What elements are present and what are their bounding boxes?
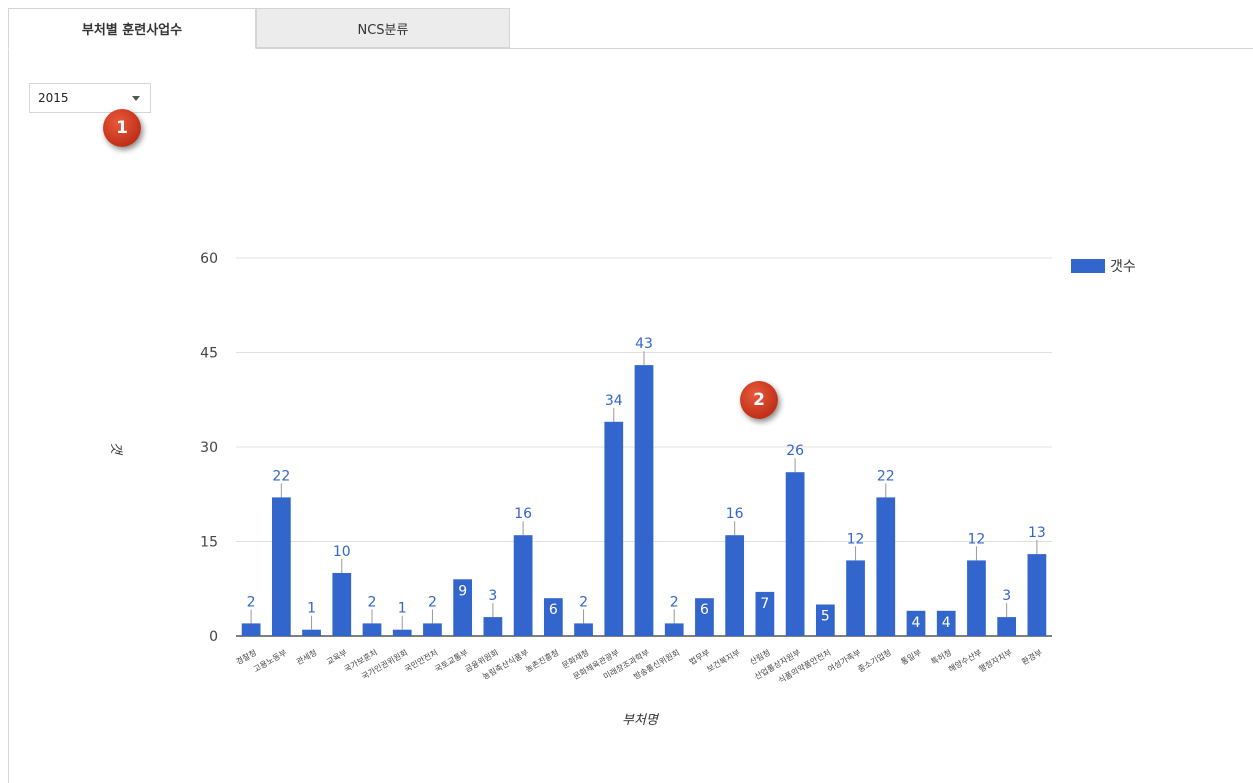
x-tick-label: 행정자치부 <box>977 647 1014 674</box>
bar <box>785 472 805 636</box>
y-tick-label: 60 <box>200 251 218 267</box>
x-tick-label: 여성가족부 <box>826 647 863 674</box>
bar-data-label: 16 <box>726 506 744 522</box>
bar <box>241 623 261 636</box>
bar <box>725 535 745 636</box>
y-tick-label: 15 <box>200 535 218 551</box>
bar <box>513 535 533 636</box>
bar <box>574 623 593 636</box>
bar-data-label: 10 <box>333 544 351 560</box>
bar <box>876 497 896 636</box>
bar-data-label: 2 <box>428 594 437 610</box>
x-tick-label: 관세청 <box>294 647 318 667</box>
bar-data-label: 22 <box>877 468 895 484</box>
bar <box>271 497 291 636</box>
bar <box>846 560 865 636</box>
legend-label: 갯수 <box>1110 259 1136 275</box>
bar <box>906 610 926 636</box>
bar <box>967 560 986 636</box>
y-axis-title: 갯 <box>108 442 123 456</box>
annotation-marker-2: 2 <box>740 381 778 419</box>
bar-data-label: 2 <box>670 594 679 610</box>
bar-data-label: 12 <box>847 531 865 547</box>
legend-swatch <box>1071 259 1105 273</box>
bar-data-label: 4 <box>942 615 951 631</box>
bar <box>997 617 1017 636</box>
x-tick-label: 농촌진흥청 <box>523 647 560 674</box>
bar-data-label: 2 <box>247 594 256 610</box>
x-tick-label: 국민안전처 <box>403 647 440 674</box>
bar <box>543 598 563 636</box>
bar <box>1027 554 1047 636</box>
y-tick-label: 45 <box>200 346 218 362</box>
annotation-marker-1: 1 <box>103 109 141 147</box>
bar-data-label: 1 <box>307 601 316 617</box>
year-select-value: 2015 <box>38 91 69 105</box>
bar <box>483 617 503 636</box>
x-tick-label: 고용노동부 <box>252 648 288 674</box>
bar-data-label: 1 <box>398 601 407 617</box>
tab-ministry-programs[interactable]: 부처별 훈련사업수 <box>8 8 256 49</box>
bar <box>302 629 321 636</box>
bar <box>634 365 654 636</box>
bar-data-label: 9 <box>458 583 467 599</box>
x-tick-label: 보건복지부 <box>705 647 742 674</box>
y-tick-label: 30 <box>200 440 218 456</box>
bar-data-label: 5 <box>821 609 830 625</box>
bar <box>423 623 442 636</box>
bar <box>755 591 775 636</box>
bar-data-label: 34 <box>605 393 623 409</box>
bar-data-label: 43 <box>635 336 653 352</box>
x-tick-label: 해양수산부 <box>947 647 984 674</box>
x-tick-label: 중소기업청 <box>856 648 892 674</box>
panel-frame <box>8 8 1253 783</box>
bar-data-label: 16 <box>514 506 532 522</box>
x-tick-label: 국토교통부 <box>433 648 469 674</box>
bar <box>936 610 956 636</box>
bar-data-label: 2 <box>368 594 377 610</box>
y-tick-label: 0 <box>209 629 218 645</box>
bar-data-label: 22 <box>272 468 290 484</box>
bar-data-label: 6 <box>700 602 709 618</box>
bar-data-label: 2 <box>579 594 588 610</box>
chevron-down-icon <box>132 96 140 101</box>
bar-data-label: 3 <box>488 588 497 604</box>
bar-data-label: 4 <box>912 615 921 631</box>
bar <box>453 579 473 636</box>
x-tick-label: 식품의약품안전처 <box>776 647 832 685</box>
bar <box>362 623 382 636</box>
bar <box>664 623 684 636</box>
tab-bar: 부처별 훈련사업수 NCS분류 <box>8 8 1253 49</box>
year-select[interactable]: 2015 <box>29 83 151 113</box>
bar-data-label: 12 <box>968 531 986 547</box>
bar <box>332 573 352 636</box>
x-tick-label: 통일부 <box>899 648 923 667</box>
bar-data-label: 6 <box>549 602 558 618</box>
bar-data-label: 3 <box>1002 588 1011 604</box>
bar-data-label: 13 <box>1028 525 1046 541</box>
bar-data-label: 26 <box>786 443 804 459</box>
x-tick-label: 환경부 <box>1020 647 1044 667</box>
bar <box>695 598 714 636</box>
bar <box>604 421 624 636</box>
bar-data-label: 7 <box>760 596 769 612</box>
bar <box>815 604 835 636</box>
tab-ncs-classification[interactable]: NCS분류 <box>256 8 510 48</box>
x-axis-title: 부처명 <box>622 713 660 728</box>
bar <box>392 629 412 636</box>
